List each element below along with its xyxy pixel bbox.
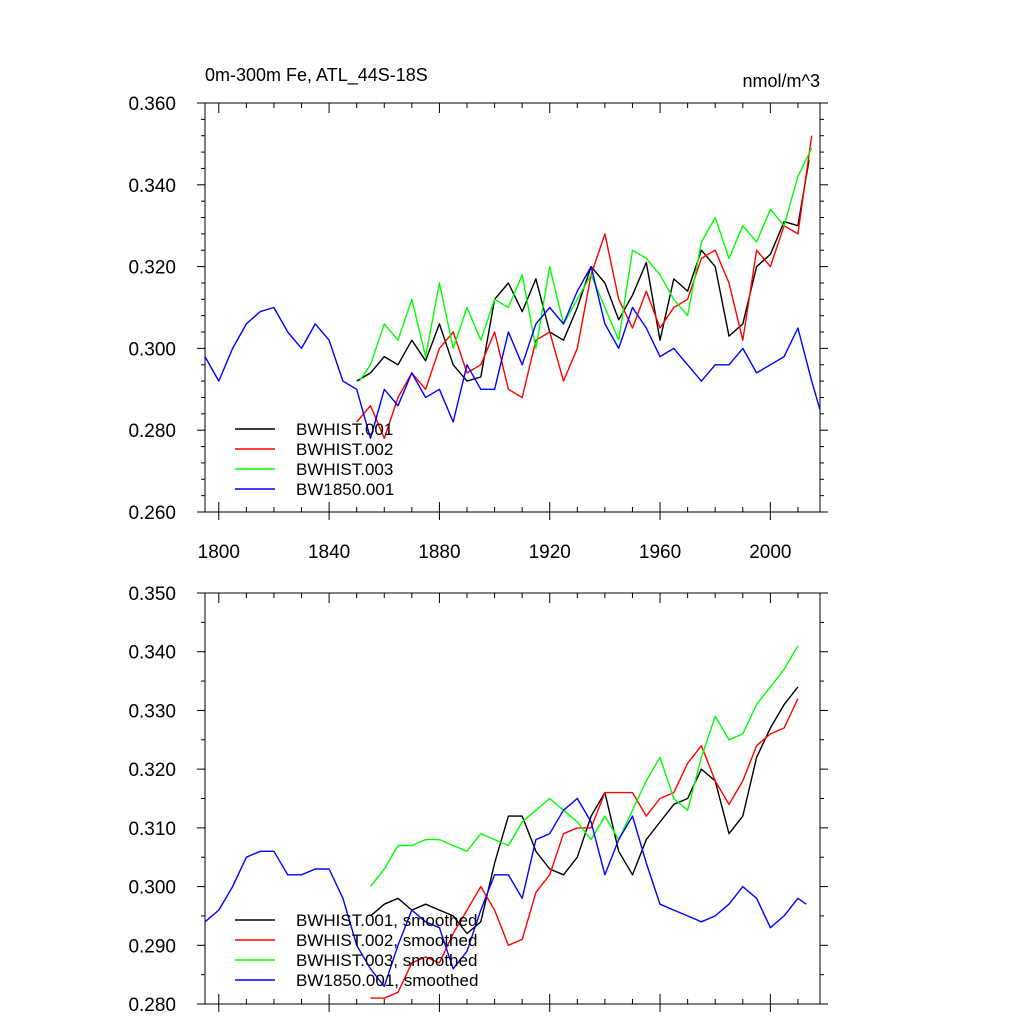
series-line-bwhist-001 bbox=[356, 160, 810, 382]
x-tick-label: 1840 bbox=[308, 542, 350, 563]
top-panel: 0m-300m Fe, ATL_44S-18S nmol/m^3 1800 184… bbox=[128, 65, 828, 563]
x-tick-label: 1800 bbox=[198, 542, 240, 563]
x-tick-label: 2000 bbox=[749, 542, 791, 563]
series-line-bwhist-003-smoothed bbox=[369, 645, 799, 888]
y-tick-label: 0.320 bbox=[128, 760, 176, 781]
series-line-bwhist-002-smoothed bbox=[370, 698, 799, 999]
series-line-bwhist-002 bbox=[356, 135, 813, 440]
x-tick-label: 1880 bbox=[418, 542, 460, 563]
series-line-bw1850-001-smoothed bbox=[204, 797, 807, 988]
y-tick-label: 0.320 bbox=[128, 258, 176, 279]
y-tick-label: 0.300 bbox=[128, 878, 176, 899]
y-tick-label: 0.290 bbox=[128, 936, 176, 957]
legend-label: BWHIST.002, smoothed bbox=[296, 931, 477, 950]
y-tick-label: 0.260 bbox=[128, 503, 176, 524]
legend-label: BWHIST.002 bbox=[296, 440, 393, 459]
y-tick-label: 0.280 bbox=[128, 995, 176, 1016]
y-tick-label: 0.300 bbox=[128, 339, 176, 360]
bottom-panel: 0.280 0.290 0.300 0.310 0.320 0.330 0.340 0.350… bbox=[128, 584, 828, 1016]
y-tick-label: 0.310 bbox=[128, 819, 176, 840]
top-panel-title: 0m-300m Fe, ATL_44S-18S bbox=[205, 65, 428, 86]
x-tick-label: 1960 bbox=[639, 542, 681, 563]
y-tick-label: 0.350 bbox=[128, 584, 176, 605]
series-line-bw1850-001 bbox=[204, 265, 821, 440]
series-line-bwhist-003 bbox=[358, 147, 813, 382]
x-tick-label: 1920 bbox=[529, 542, 571, 563]
y-tick-label: 0.340 bbox=[128, 176, 176, 197]
series-line-bwhist-001-smoothed bbox=[370, 686, 799, 935]
y-tick-label: 0.330 bbox=[128, 701, 176, 722]
legend-label: BWHIST.001 bbox=[296, 420, 393, 439]
legend-label: BWHIST.003, smoothed bbox=[296, 951, 477, 970]
legend-label: BWHIST.001, smoothed bbox=[296, 911, 477, 930]
legend-label: BW1850.001, smoothed bbox=[296, 971, 478, 990]
y-tick-label: 0.280 bbox=[128, 421, 176, 442]
legend-label: BW1850.001 bbox=[296, 480, 394, 499]
y-tick-label: 0.340 bbox=[128, 643, 176, 664]
plot-frame bbox=[204, 102, 821, 513]
top-panel-units: nmol/m^3 bbox=[743, 71, 820, 91]
y-tick-label: 0.360 bbox=[128, 94, 176, 115]
legend-label: BWHIST.003 bbox=[296, 460, 393, 479]
